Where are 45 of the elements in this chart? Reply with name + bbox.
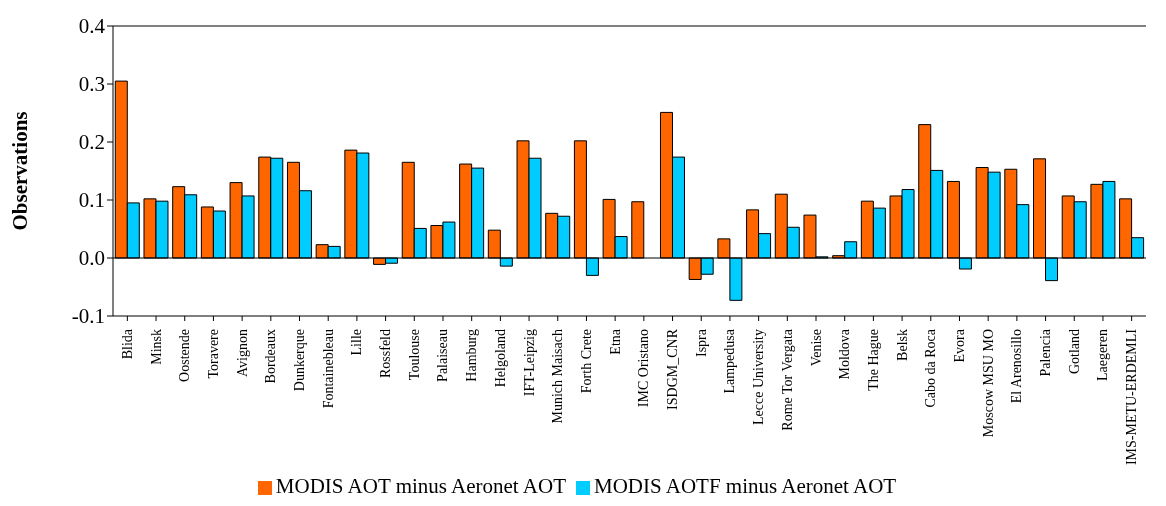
x-tick-label: The Hague — [865, 329, 881, 391]
x-tick-label: Rossfeld — [378, 329, 394, 378]
x-tick-label: Cabo da Roca — [923, 328, 939, 408]
x-tick-label: Laegeren — [1095, 329, 1111, 382]
x-tick-label: Belsk — [894, 329, 910, 361]
x-tick-label: Minsk — [148, 329, 164, 365]
x-tick-label: Venise — [808, 329, 824, 367]
x-tick-label: IMC Oristano — [636, 329, 652, 408]
x-tick-label: Toulouse — [406, 329, 422, 381]
y-tick-label: 0.3 — [78, 72, 105, 97]
x-tick-label: Lampedusa — [722, 328, 738, 394]
x-tick-label: Palaiseau — [435, 329, 451, 382]
y-tick-label: 0.2 — [78, 130, 105, 155]
legend-label: MODIS AOTF minus Aeronet AOT — [593, 474, 897, 498]
x-tick-label: Lecce University — [751, 329, 767, 426]
x-tick-label: Helgoland — [492, 329, 508, 388]
y-axis-title: Observations — [8, 111, 33, 231]
y-tick-label: 0.4 — [78, 14, 106, 39]
x-tick-label: Avignon — [234, 329, 250, 377]
x-tick-label: Ispra — [693, 328, 709, 357]
y-tick-label: 0.0 — [78, 246, 105, 271]
x-tick-label: Dunkerque — [292, 329, 308, 392]
x-tick-label: Evora — [951, 328, 967, 363]
x-tick-label: Blida — [119, 328, 135, 360]
x-tick-label: Gotland — [1066, 329, 1082, 375]
x-tick-label: Moscow MSU MO — [980, 329, 996, 438]
x-tick-label: Rome Tor Vergata — [779, 328, 795, 431]
y-tick-label: 0.1 — [78, 188, 105, 213]
x-tick-label: Moldova — [837, 328, 853, 380]
x-tick-label: Hamburg — [464, 329, 480, 382]
x-tick-label: IFT-Leipzig — [521, 329, 537, 397]
x-tick-label: El Arenosillo — [1009, 329, 1025, 404]
x-tick-label: IMS-METU-ERDEMLI — [1124, 328, 1140, 466]
x-tick-label: Palencia — [1038, 328, 1054, 377]
x-tick-label: Munich Maisach — [550, 329, 566, 424]
x-tick-label: Etna — [607, 328, 623, 355]
x-tick-label: Forth Crete — [578, 329, 594, 394]
x-tick-label: Lille — [349, 329, 365, 356]
x-tick-label: Toravere — [205, 329, 221, 379]
x-tick-label: Fontainebleau — [320, 329, 336, 409]
x-tick-label: ISDGM_CNR — [665, 328, 681, 410]
legend-label: MODIS AOT minus Aeronet AOT — [275, 474, 566, 498]
y-tick-label: -0.1 — [71, 304, 105, 329]
x-tick-label: Bordeaux — [263, 329, 279, 384]
x-tick-label: Oostende — [177, 329, 193, 382]
